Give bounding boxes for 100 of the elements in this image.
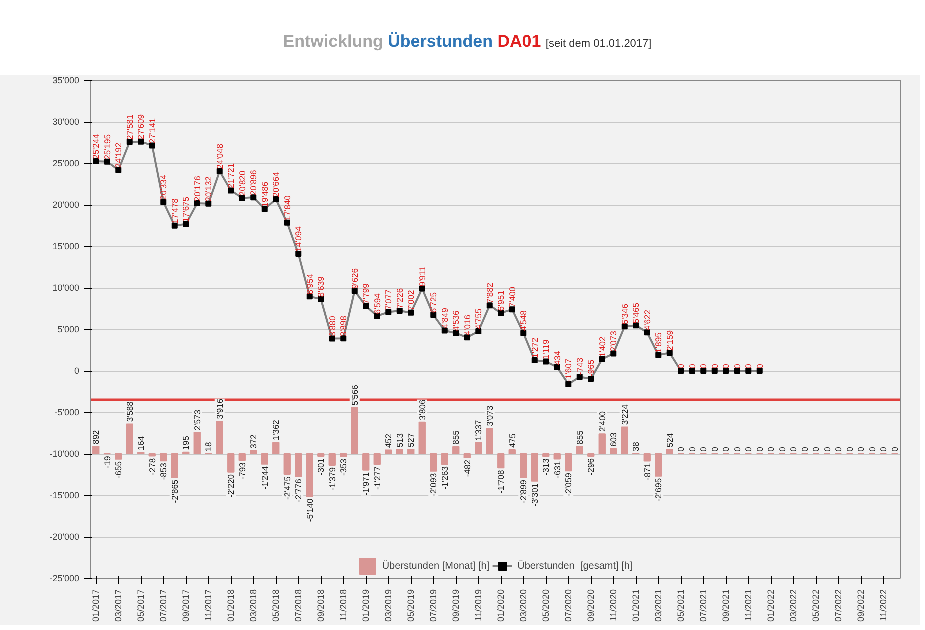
data-label: 27'581 [124, 114, 135, 140]
bar [508, 450, 516, 454]
x-tick-label: 07/2019 [428, 589, 439, 622]
bar [250, 450, 258, 454]
legend-label: Überstunden [gesamt] [h] [518, 560, 633, 572]
data-label: 2'159 [664, 330, 675, 352]
data-label: 9'911 [417, 266, 428, 287]
bar [328, 454, 336, 466]
bar [261, 454, 268, 465]
bar [576, 446, 584, 454]
data-label: 24'048 [214, 144, 225, 170]
bar [464, 454, 471, 458]
bar [385, 450, 392, 454]
x-tick-label: 03/2018 [248, 589, 259, 622]
bar [396, 449, 404, 454]
data-label: 24'192 [114, 142, 124, 168]
data-label: 475 [507, 434, 518, 448]
data-label: 0 [710, 446, 720, 452]
y-tick-label: 5'000 [58, 324, 80, 334]
y-tick-label: 35'000 [52, 76, 80, 86]
data-label: 14'094 [294, 226, 304, 252]
y-tick-label: 10'000 [52, 283, 80, 293]
data-label: -1'379 [327, 467, 338, 491]
data-label: 20'132 [204, 176, 214, 202]
bar [374, 454, 381, 466]
data-label: -1'277 [372, 466, 382, 490]
data-label: 2'073 [608, 330, 619, 352]
data-label: 8'954 [304, 274, 315, 295]
data-label: 1'895 [654, 332, 664, 354]
x-tick-label: 03/2020 [518, 589, 529, 622]
data-label: 0 [676, 446, 686, 452]
data-label: 5'566 [350, 384, 360, 406]
bar [228, 454, 235, 473]
x-tick-label: 05/2019 [406, 589, 416, 622]
bar [520, 454, 528, 479]
data-label: 0 [721, 446, 732, 452]
data-label: 25'244 [91, 134, 102, 160]
x-tick-label: 01/2017 [91, 589, 102, 622]
bar [666, 449, 674, 454]
data-label: 892 [91, 430, 102, 445]
data-label: 3'806 [417, 400, 428, 420]
bar [272, 442, 280, 454]
data-label: 3'224 [620, 404, 630, 426]
data-label: 20'896 [248, 170, 259, 196]
data-label: 0 [834, 446, 844, 452]
data-label: 1'272 [530, 338, 540, 358]
bar [362, 454, 370, 471]
data-label: 0 [800, 446, 810, 452]
data-label: 3'588 [124, 401, 135, 422]
data-label: 7'002 [406, 290, 416, 311]
x-tick-label: 01/2022 [766, 589, 776, 622]
bar [655, 454, 662, 477]
data-label: -2'475 [282, 476, 292, 500]
data-label: -2'899 [518, 480, 529, 504]
data-label: 164 [136, 436, 146, 451]
data-label: 19'486 [260, 182, 270, 208]
chart-subtitle: [seit dem 01.01.2017] [546, 38, 652, 50]
data-label: -2'695 [654, 478, 664, 502]
x-tick-label: 01/2019 [361, 589, 372, 622]
data-label: -5'140 [304, 498, 315, 522]
x-tick-label: 11/2017 [204, 589, 214, 622]
x-tick-label: 11/2019 [474, 589, 484, 622]
data-label: 18 [204, 442, 214, 452]
bar [126, 424, 134, 454]
bar [610, 448, 618, 454]
x-tick-label: 11/2018 [338, 589, 349, 622]
data-label: 20'176 [192, 176, 202, 202]
data-label: 0 [754, 446, 765, 452]
data-label: 372 [248, 434, 259, 449]
x-tick-label: 03/2022 [788, 589, 799, 622]
data-label: 0 [822, 446, 832, 452]
bar [92, 446, 100, 454]
data-label: -353 [338, 458, 349, 476]
bar [588, 454, 595, 457]
data-label: 1'337 [474, 420, 484, 441]
data-label: 21'721 [226, 163, 236, 189]
bar [340, 454, 348, 458]
bar [644, 454, 651, 462]
data-label: 8'639 [316, 276, 326, 298]
data-label: 9'626 [350, 268, 360, 290]
data-label: 0 [744, 364, 754, 369]
bar [284, 454, 291, 476]
data-label: 25'195 [102, 134, 112, 160]
data-label: -965 [586, 360, 596, 377]
data-label: -1'244 [260, 466, 270, 490]
data-label: 4'548 [518, 310, 529, 332]
x-tick-label: 11/2020 [608, 589, 619, 622]
x-tick-label: 01/2018 [226, 589, 236, 622]
data-label: 0 [856, 446, 866, 452]
data-label: 0 [710, 364, 720, 369]
data-label: 6'725 [428, 292, 439, 314]
x-tick-label: 03/2017 [114, 589, 124, 622]
x-tick-label: 09/2018 [316, 589, 326, 622]
bar [418, 422, 426, 454]
data-label: 0 [687, 446, 698, 452]
data-label: 7'882 [484, 282, 495, 304]
bar [115, 454, 122, 460]
data-label: 20'334 [158, 174, 169, 200]
data-label: 3'916 [214, 398, 225, 420]
data-label: -296 [586, 458, 596, 476]
